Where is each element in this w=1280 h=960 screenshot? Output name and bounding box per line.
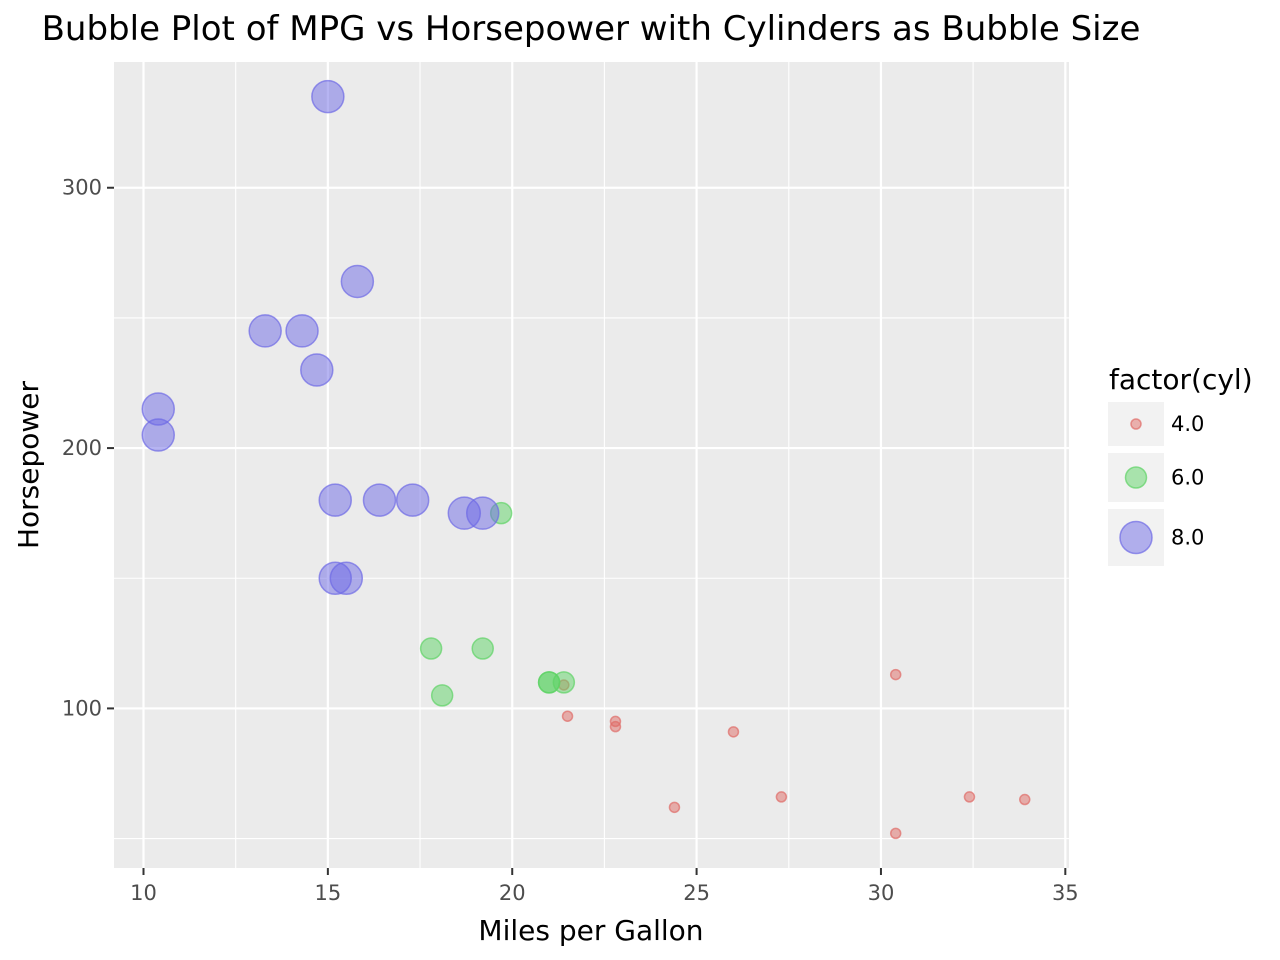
x-tick-label: 15 <box>314 881 341 905</box>
legend-title: factor(cyl) <box>1109 363 1253 396</box>
bubble-cyl-6-0 <box>471 637 494 660</box>
x-tick-label: 10 <box>130 881 157 905</box>
bubble-cyl-4-0 <box>775 791 788 803</box>
bubble-cyl-4-0 <box>889 668 902 681</box>
bubble-cyl-4-0 <box>963 791 976 803</box>
y-axis-label: Horsepower <box>12 380 45 549</box>
bubble-cyl-4-0 <box>609 715 622 728</box>
x-tick-label: 30 <box>868 881 895 905</box>
legend-label: 6.0 <box>1171 466 1204 490</box>
data-points <box>141 79 1031 840</box>
bubble-cyl-8-0 <box>340 264 375 299</box>
bubble-cyl-8-0 <box>248 314 282 348</box>
x-tick-label: 35 <box>1052 881 1079 905</box>
x-tick-label: 20 <box>499 881 526 905</box>
bubble-cyl-8-0 <box>395 483 430 517</box>
bubble-cyl-6-0 <box>552 671 576 694</box>
legend-marker <box>1130 418 1142 430</box>
bubble-cyl-4-0 <box>889 827 902 840</box>
legend-marker <box>1119 520 1153 555</box>
bubble-cyl-8-0 <box>318 561 352 595</box>
plot-panel <box>114 62 1069 868</box>
bubble-cyl-4-0 <box>1019 793 1031 806</box>
legend: factor(cyl) 4.0 6.0 8.0 <box>1108 363 1253 566</box>
chart-title: Bubble Plot of MPG vs Horsepower with Cy… <box>42 9 1141 49</box>
legend-label: 4.0 <box>1171 412 1204 436</box>
y-tick-label: 300 <box>62 176 102 200</box>
y-tick-label: 200 <box>62 436 102 460</box>
minor-gridlines <box>114 62 1069 868</box>
bubble-cyl-8-0 <box>465 496 500 530</box>
major-gridlines <box>114 62 1069 868</box>
bubble-cyl-8-0 <box>300 353 334 387</box>
bubble-cyl-8-0 <box>285 314 319 348</box>
y-tick-label: 100 <box>62 696 102 720</box>
bubble-cyl-4-0 <box>561 710 574 722</box>
bubble-cyl-6-0 <box>419 637 443 660</box>
bubble-cyl-4-0 <box>668 801 681 814</box>
legend-marker <box>1124 466 1148 489</box>
x-axis-ticks: 10 15 20 25 30 35 <box>130 868 1079 905</box>
bubble-cyl-8-0 <box>362 483 397 517</box>
y-axis-ticks: 100 200 300 <box>62 176 114 720</box>
bubble-cyl-8-0 <box>318 483 352 517</box>
legend-label: 8.0 <box>1171 526 1204 550</box>
bubble-cyl-6-0 <box>430 684 454 707</box>
bubble-cyl-8-0 <box>141 392 175 426</box>
x-tick-label: 25 <box>683 881 710 905</box>
bubble-cyl-4-0 <box>727 726 740 738</box>
x-axis-label: Miles per Gallon <box>478 914 703 947</box>
bubble-cyl-8-0 <box>311 79 345 114</box>
